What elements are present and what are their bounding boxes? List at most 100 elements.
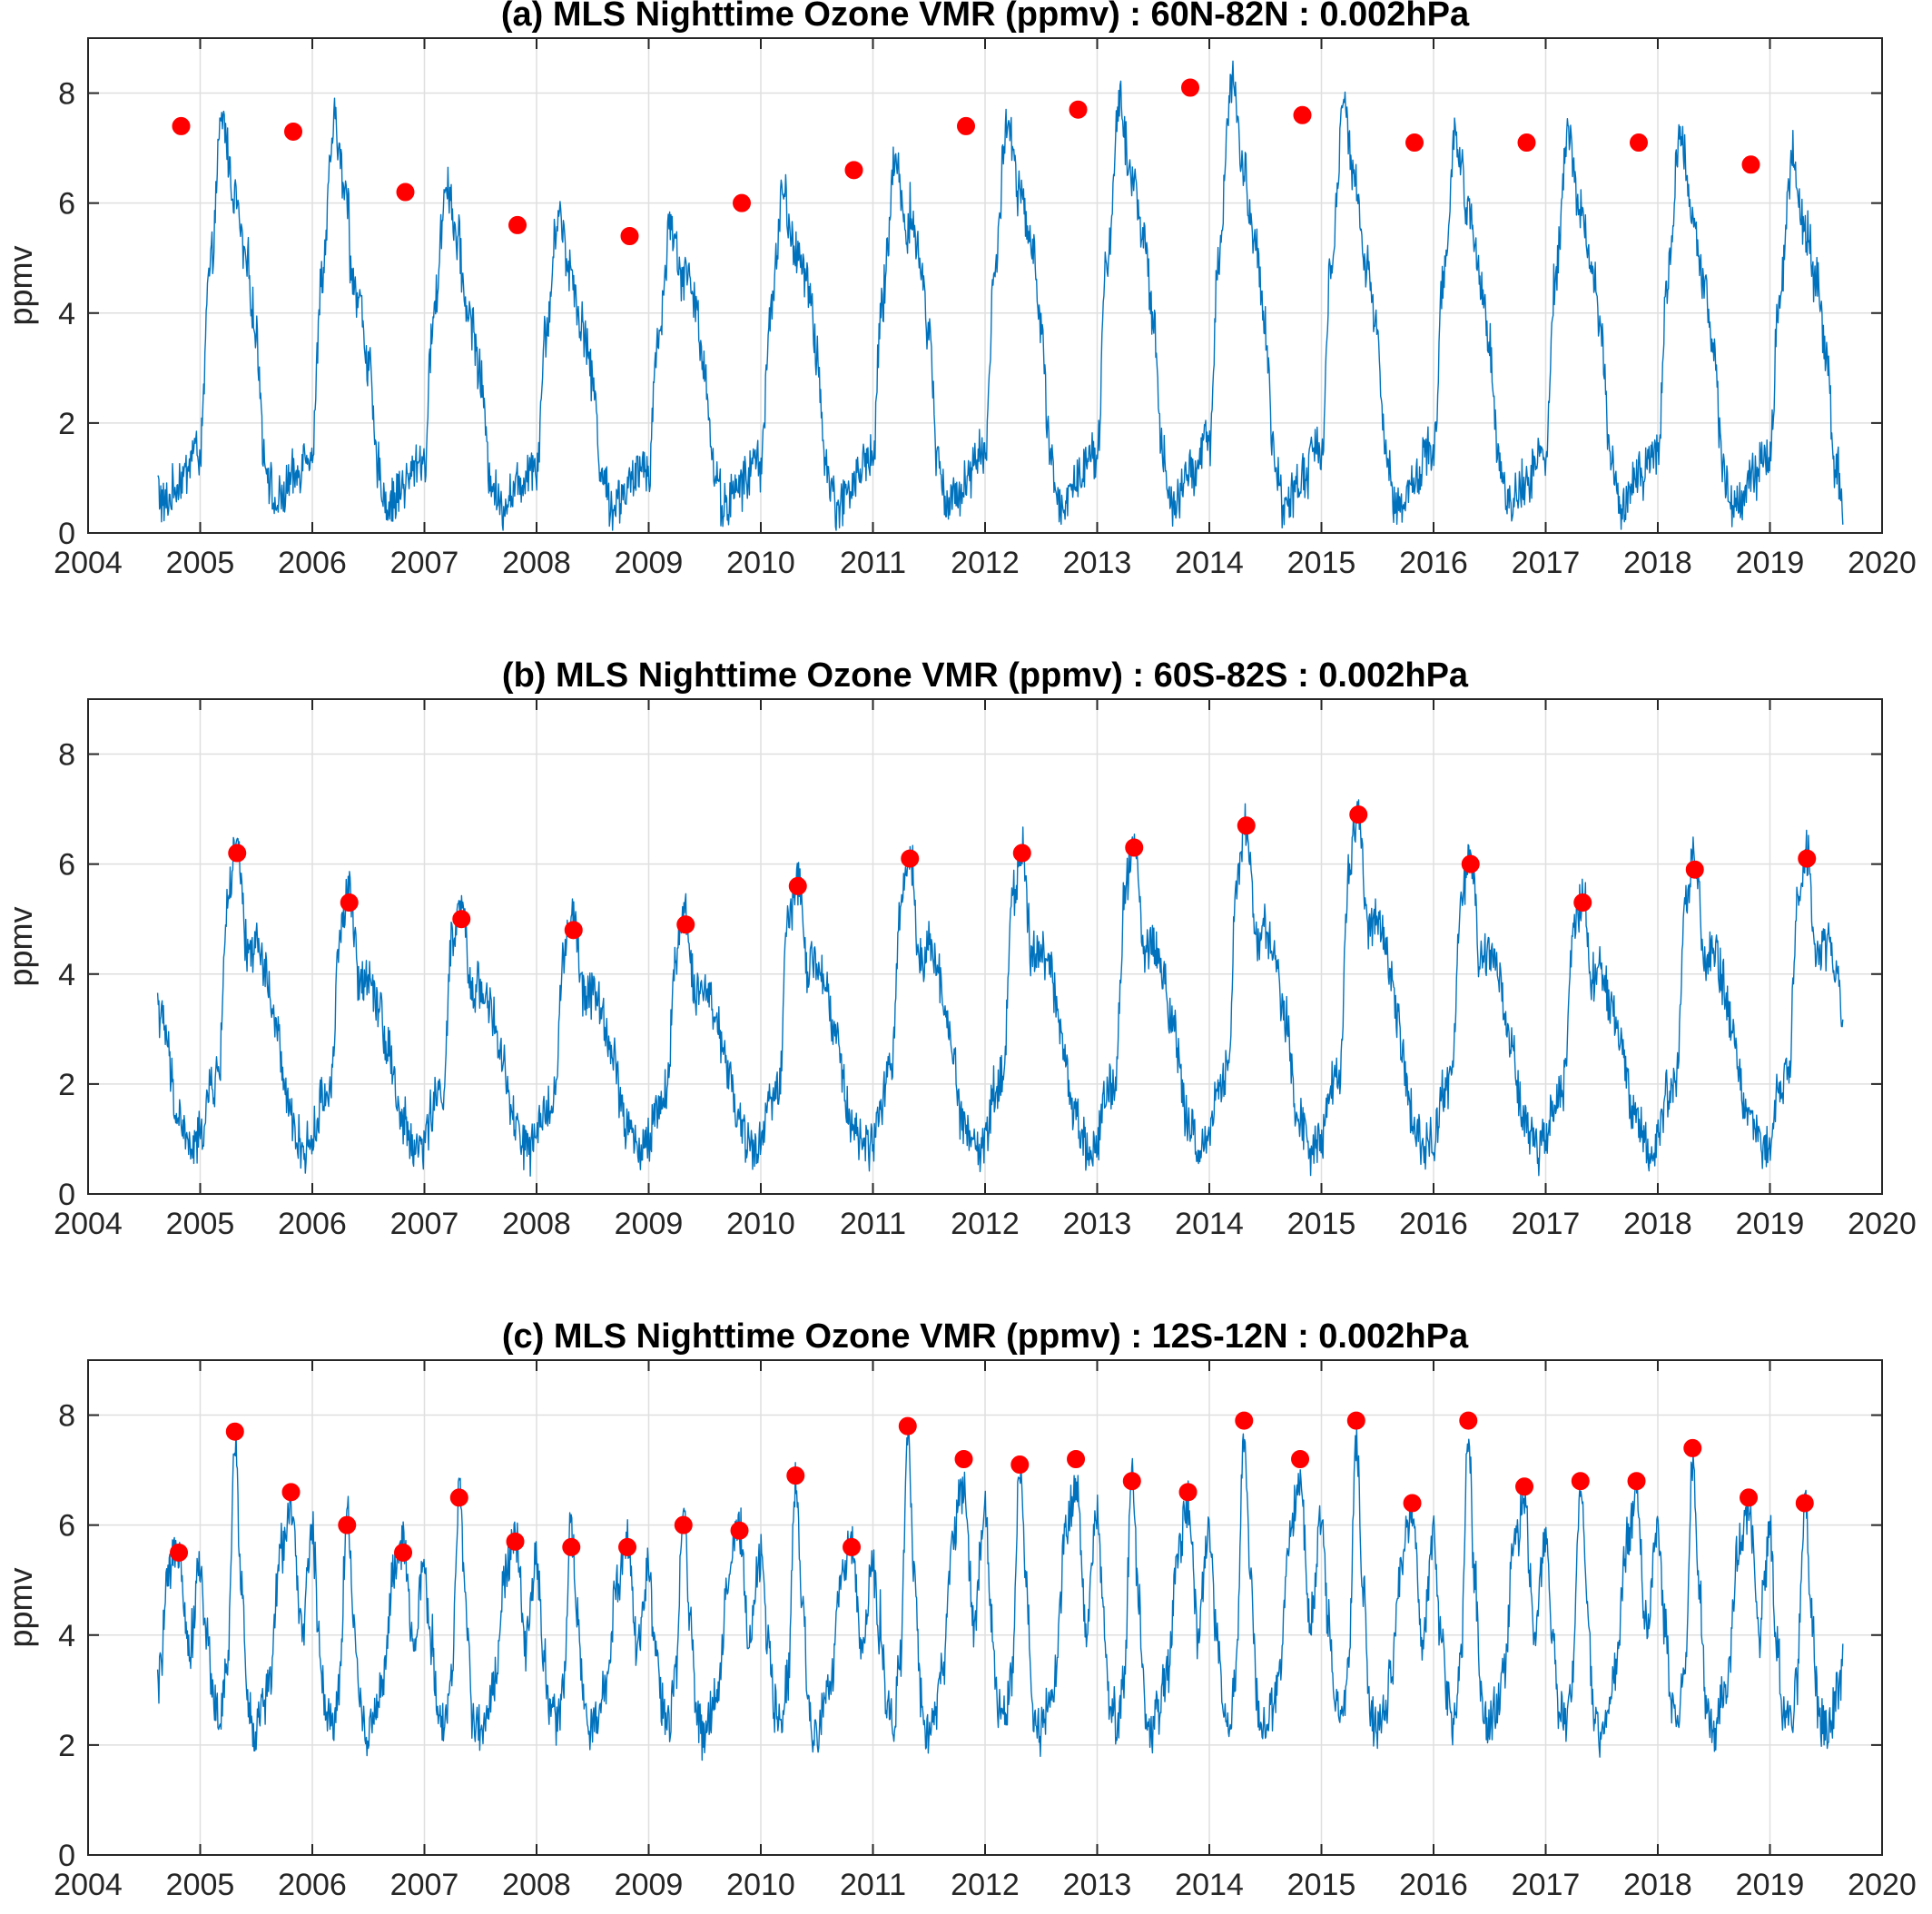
peak-marker xyxy=(284,122,303,141)
ozone-series-line xyxy=(157,60,1844,531)
x-tick-label: 2015 xyxy=(1287,1207,1356,1241)
peak-marker xyxy=(901,849,920,868)
peak-marker xyxy=(1178,1483,1198,1502)
x-tick-label: 2015 xyxy=(1287,546,1356,580)
x-tick-label: 2010 xyxy=(726,546,795,580)
y-axis-label: ppmv xyxy=(2,906,39,986)
peak-marker xyxy=(508,215,527,234)
x-tick-label: 2008 xyxy=(502,546,571,580)
peak-marker xyxy=(844,161,863,180)
x-tick-label: 2005 xyxy=(166,1207,235,1241)
x-tick-label: 2018 xyxy=(1623,1868,1692,1902)
peak-marker xyxy=(225,1422,244,1441)
x-tick-label: 2006 xyxy=(278,1868,347,1902)
y-tick-label: 4 xyxy=(58,297,75,331)
peak-marker xyxy=(172,116,191,135)
peak-marker xyxy=(730,1521,749,1540)
x-tick-label: 2005 xyxy=(166,546,235,580)
x-tick-label: 2018 xyxy=(1623,1207,1692,1241)
x-tick-label: 2017 xyxy=(1512,1207,1581,1241)
y-tick-label: 0 xyxy=(58,517,75,551)
y-tick-label: 8 xyxy=(58,738,75,773)
peak-marker xyxy=(1069,100,1088,119)
x-tick-label: 2009 xyxy=(615,1207,684,1241)
peak-marker xyxy=(1685,860,1704,879)
peak-marker xyxy=(1235,1411,1254,1430)
peak-marker xyxy=(786,1466,805,1485)
x-tick-label: 2012 xyxy=(951,1207,1020,1241)
x-tick-label: 2016 xyxy=(1399,1207,1468,1241)
peak-marker xyxy=(788,876,807,895)
peak-marker xyxy=(170,1543,189,1562)
x-tick-label: 2008 xyxy=(502,1868,571,1902)
peak-marker xyxy=(1683,1438,1702,1457)
y-tick-label: 2 xyxy=(58,1729,75,1763)
y-tick-label: 0 xyxy=(58,1178,75,1212)
panel-c: 2004 2005 2006 2007 2008 2009 2010 2011 2012 2013… xyxy=(2,1317,1917,1902)
y-tick-label: 6 xyxy=(58,1509,75,1544)
x-tick-label: 2006 xyxy=(278,546,347,580)
panel-b: 2004 2005 2006 2007 2008 2009 2010 2011 2012 2013… xyxy=(2,656,1917,1241)
x-tick-label: 2009 xyxy=(615,1868,684,1902)
x-tick-label: 2011 xyxy=(840,1207,906,1241)
peak-marker xyxy=(1740,1488,1759,1507)
peak-marker xyxy=(843,1537,862,1556)
x-tick-label: 2013 xyxy=(1063,546,1132,580)
peak-marker xyxy=(1237,816,1256,835)
peak-marker xyxy=(340,893,359,913)
x-tick-label: 2017 xyxy=(1512,1868,1581,1902)
peak-marker xyxy=(1122,1472,1141,1491)
x-tick-label: 2017 xyxy=(1512,546,1581,580)
peak-marker xyxy=(1403,1494,1422,1513)
y-tick-label: 6 xyxy=(58,187,75,222)
x-tick-label: 2012 xyxy=(951,1868,1020,1902)
x-tick-label: 2016 xyxy=(1399,1868,1468,1902)
x-tick-label: 2007 xyxy=(390,546,459,580)
x-tick-label: 2020 xyxy=(1848,1207,1917,1241)
x-tick-label: 2019 xyxy=(1736,546,1805,580)
peak-marker xyxy=(1067,1450,1086,1468)
peak-marker xyxy=(1798,849,1817,868)
x-tick-label: 2014 xyxy=(1175,1207,1244,1241)
x-tick-label: 2010 xyxy=(726,1207,795,1241)
peak-marker xyxy=(618,1537,637,1556)
peak-marker xyxy=(733,193,752,212)
x-tick-label: 2013 xyxy=(1063,1868,1132,1902)
panel-a: 2004 2005 2006 2007 2008 2009 2010 2011 2012 2013… xyxy=(2,0,1917,580)
x-tick-label: 2015 xyxy=(1287,1868,1356,1902)
peak-marker xyxy=(1405,133,1424,153)
y-axis-label: ppmv xyxy=(2,245,39,325)
y-tick-label: 8 xyxy=(58,1399,75,1434)
peak-marker xyxy=(1573,893,1592,913)
y-tick-label: 4 xyxy=(58,958,75,992)
x-tick-label: 2020 xyxy=(1848,546,1917,580)
y-tick-label: 2 xyxy=(58,407,75,441)
y-tick-label: 6 xyxy=(58,848,75,883)
y-tick-label: 8 xyxy=(58,77,75,112)
peak-marker xyxy=(1741,155,1760,174)
x-tick-label: 2010 xyxy=(726,1868,795,1902)
x-tick-label: 2014 xyxy=(1175,546,1244,580)
peak-marker xyxy=(1515,1477,1534,1496)
peak-marker xyxy=(281,1483,301,1502)
x-tick-label: 2006 xyxy=(278,1207,347,1241)
x-tick-label: 2008 xyxy=(502,1207,571,1241)
x-tick-label: 2004 xyxy=(54,546,123,580)
y-tick-label: 2 xyxy=(58,1068,75,1102)
peak-marker xyxy=(394,1543,413,1562)
peak-marker xyxy=(452,910,471,929)
peak-marker xyxy=(1627,1472,1646,1491)
x-tick-label: 2004 xyxy=(54,1207,123,1241)
x-tick-label: 2011 xyxy=(840,546,906,580)
peak-marker xyxy=(562,1537,581,1556)
peak-marker xyxy=(338,1515,357,1534)
x-tick-label: 2013 xyxy=(1063,1207,1132,1241)
chart-title: (a) MLS Nighttime Ozone VMR (ppmv) : 60N… xyxy=(501,0,1470,34)
peak-marker xyxy=(898,1416,917,1436)
x-tick-label: 2018 xyxy=(1623,546,1692,580)
y-tick-label: 4 xyxy=(58,1619,75,1653)
x-tick-label: 2011 xyxy=(840,1868,906,1902)
peak-marker xyxy=(957,116,976,135)
peak-marker xyxy=(1010,1455,1030,1475)
